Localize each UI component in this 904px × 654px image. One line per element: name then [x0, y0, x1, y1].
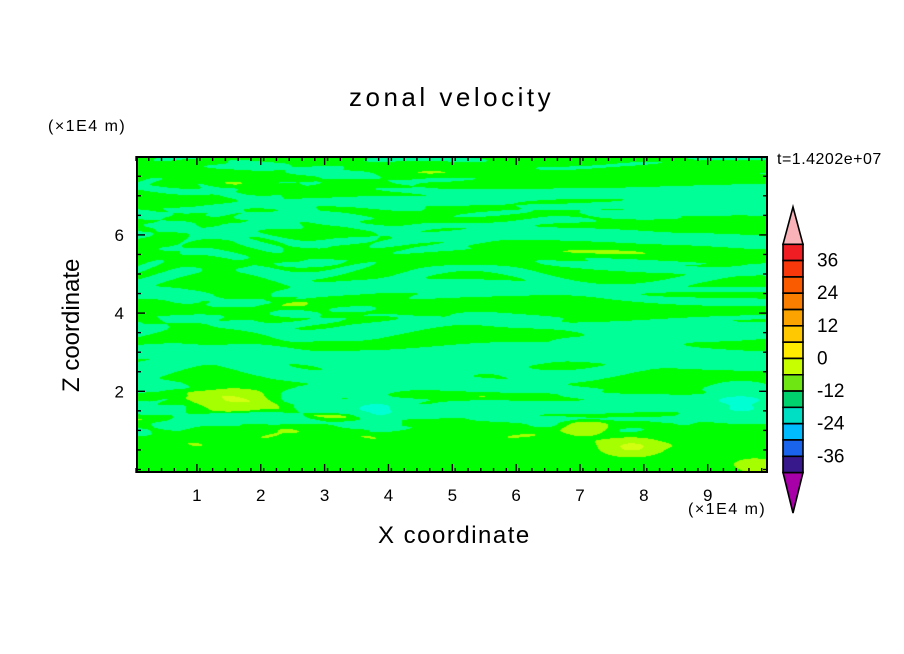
- svg-text:3: 3: [320, 486, 329, 505]
- svg-text:6: 6: [511, 486, 520, 505]
- svg-text:4: 4: [384, 486, 393, 505]
- svg-text:36: 36: [817, 251, 838, 272]
- svg-text:24: 24: [817, 283, 839, 304]
- svg-text:0: 0: [817, 348, 828, 369]
- svg-text:5: 5: [448, 486, 457, 505]
- svg-text:4: 4: [115, 304, 124, 323]
- svg-text:8: 8: [639, 486, 648, 505]
- svg-text:1: 1: [192, 486, 201, 505]
- svg-text:-24: -24: [817, 414, 845, 435]
- svg-text:-36: -36: [817, 446, 844, 467]
- svg-text:-12: -12: [817, 381, 844, 402]
- svg-text:7: 7: [575, 486, 584, 505]
- svg-text:6: 6: [115, 226, 124, 245]
- svg-text:12: 12: [817, 316, 838, 337]
- svg-text:2: 2: [115, 382, 124, 401]
- svg-text:2: 2: [256, 486, 265, 505]
